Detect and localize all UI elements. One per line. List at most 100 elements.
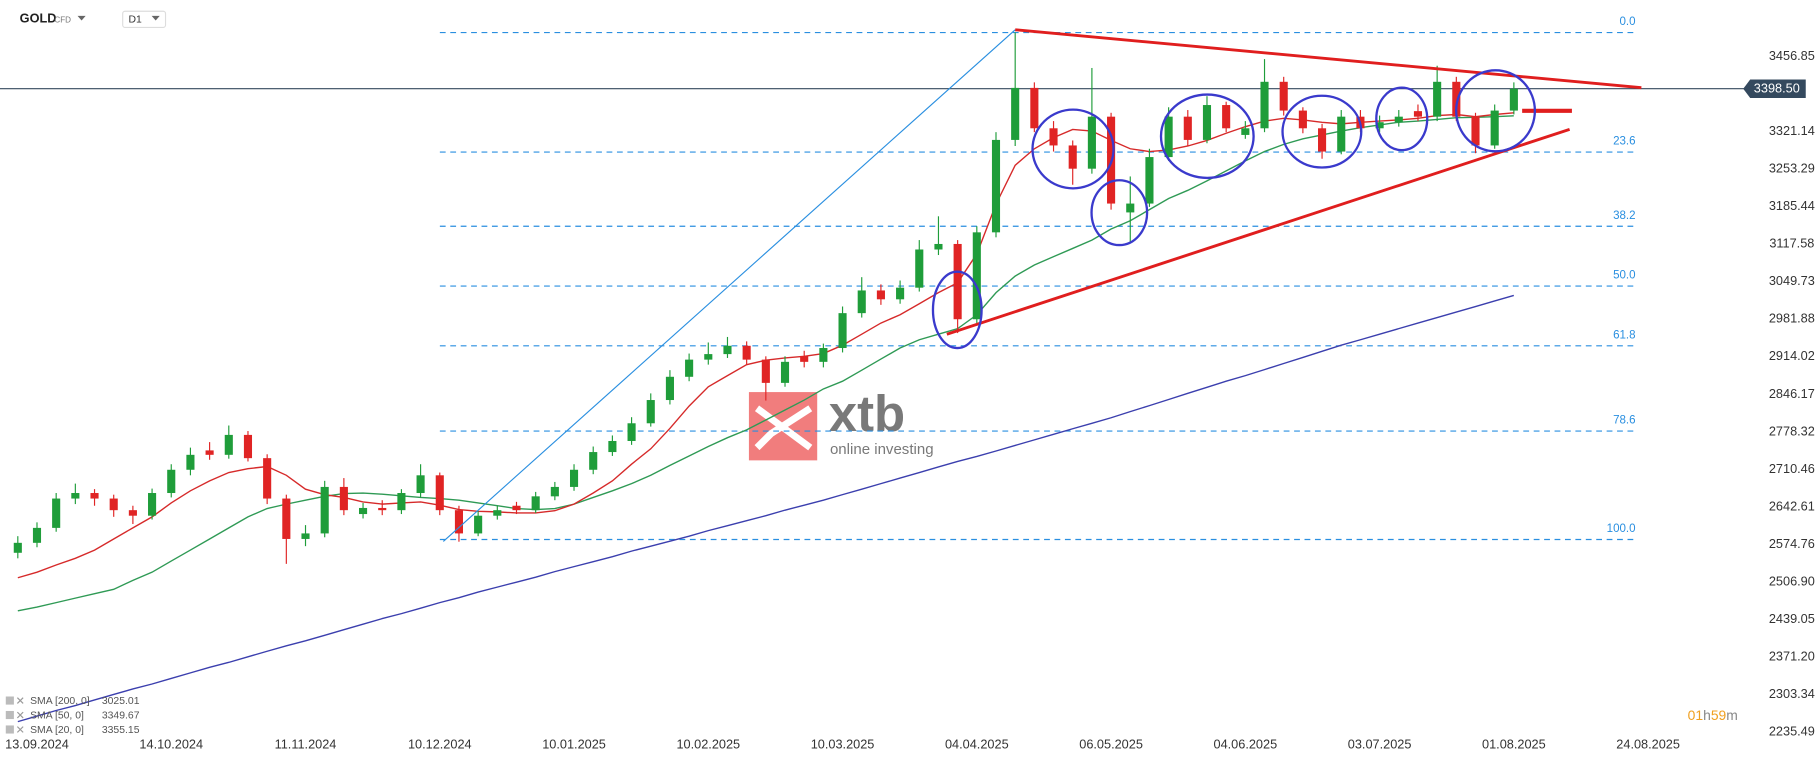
highlight-circle	[1159, 93, 1255, 180]
countdown: 01h59m	[1688, 707, 1738, 723]
candle-body	[665, 376, 674, 401]
fib-level-label: 50.0	[1613, 270, 1636, 282]
candle-body	[800, 356, 809, 362]
x-tick-label: 10.02.2025	[676, 736, 740, 751]
candle-body	[1490, 110, 1499, 146]
candle-body	[397, 493, 406, 511]
candle-body	[1068, 145, 1077, 169]
candle-body	[780, 361, 790, 383]
y-tick-label: 3185.44	[1769, 198, 1815, 213]
y-tick-label: 3253.29	[1769, 160, 1815, 175]
fib-level-label: 78.6	[1613, 415, 1636, 427]
timeframe[interactable]: D1	[128, 15, 142, 26]
trendline	[946, 127, 1571, 336]
candle-body	[1164, 116, 1173, 158]
legend-close-icon[interactable]	[16, 697, 24, 704]
candle-body	[915, 249, 924, 288]
y-tick-label: 2846.17	[1769, 386, 1815, 401]
candle-body	[1471, 116, 1480, 146]
moving-average-line	[17, 294, 1515, 723]
candle-body	[474, 515, 483, 534]
candle-body	[646, 400, 655, 424]
candle-body	[819, 348, 828, 362]
moving-average-line	[17, 115, 1514, 612]
candle-body	[685, 359, 694, 377]
candle-body	[934, 243, 943, 250]
highlight-circle	[1375, 86, 1429, 152]
fib-level-label: 38.2	[1613, 210, 1636, 222]
candle-body	[301, 533, 310, 539]
candle-body	[1049, 128, 1058, 146]
candle-body	[263, 458, 272, 499]
watermark-tagline: online investing	[830, 441, 934, 458]
candle-body	[1394, 116, 1403, 123]
candle-body	[972, 232, 981, 320]
candle-body	[1011, 87, 1020, 140]
candle-body	[1318, 128, 1327, 152]
symbol[interactable]: GOLD	[20, 11, 57, 26]
legend-close-icon[interactable]	[16, 711, 24, 719]
legend: SMA [200, 0] 3025.01 SMA [50, 0] 3349.67 SMA…	[5, 696, 140, 736]
y-tick-label: 3321.14	[1769, 123, 1815, 138]
candle-body	[1183, 116, 1192, 140]
plot-area: 0.0 23.6 38.2 50.0 61.8 78.6 100.0 3456.85 3321.…	[0, 16, 1815, 751]
candle-body	[1241, 128, 1250, 135]
legend-close-icon[interactable]	[16, 726, 24, 733]
x-tick-label: 01.08.2025	[1482, 736, 1546, 751]
timeframe-selector[interactable]: D1	[122, 10, 167, 29]
candle-body	[128, 510, 137, 516]
watermark-logo-x	[754, 405, 813, 451]
candle-body	[1202, 105, 1212, 140]
candle-body	[589, 452, 598, 470]
fib-level-label: 0.0	[1620, 16, 1636, 28]
x-tick-label: 13.09.2024	[5, 736, 69, 751]
candle-body	[32, 527, 42, 543]
candle-body	[1279, 81, 1288, 111]
candle-body	[896, 287, 905, 300]
candle-body	[1126, 203, 1135, 213]
y-tick-label: 2914.02	[1769, 348, 1815, 363]
candle-body	[243, 434, 253, 459]
y-tick-label: 2439.05	[1769, 611, 1815, 626]
candle-body	[761, 359, 770, 383]
candle-body	[742, 345, 751, 360]
y-tick-label: 2778.32	[1769, 423, 1815, 438]
x-tick-label: 04.04.2025	[945, 736, 1009, 751]
fib-level-label: 61.8	[1613, 329, 1636, 341]
last-price-label: 3398.50	[1754, 81, 1800, 96]
countdown-part: 59	[1711, 707, 1727, 723]
fib-level-label: 23.6	[1613, 136, 1636, 148]
candle-body	[52, 498, 61, 528]
candle-body	[493, 510, 502, 516]
y-tick-label: 2710.46	[1769, 461, 1815, 476]
candle-body	[1298, 110, 1307, 129]
y-tick-label: 2371.20	[1769, 649, 1815, 664]
countdown-part: h	[1703, 707, 1711, 723]
candle-body	[205, 450, 214, 455]
legend-icon	[5, 696, 14, 705]
x-tick-label: 24.08.2025	[1616, 736, 1680, 751]
candle-body	[90, 493, 99, 499]
candle-body	[282, 498, 291, 539]
candle-body	[1337, 116, 1346, 152]
watermark: xtb online investing	[748, 385, 934, 461]
highlight-circle	[931, 270, 983, 350]
dropdown-caret[interactable]	[77, 15, 86, 21]
x-tick-label: 11.11.2024	[275, 736, 337, 751]
dropdown-caret[interactable]	[151, 15, 160, 21]
candle-body	[359, 507, 368, 515]
candle-body	[723, 345, 732, 355]
timeframe-box[interactable]	[122, 10, 167, 29]
highlight-circle	[1090, 179, 1149, 247]
candle-body	[71, 493, 80, 499]
instrument-type[interactable]: CFD	[54, 16, 71, 25]
x-tick-label: 06.05.2025	[1079, 736, 1143, 751]
symbol-selector[interactable]: GOLD CFD	[20, 11, 86, 26]
y-tick-label: 2574.76	[1769, 536, 1815, 551]
candle-body	[454, 510, 464, 534]
candle-body	[320, 486, 329, 534]
candle-body	[531, 496, 540, 511]
